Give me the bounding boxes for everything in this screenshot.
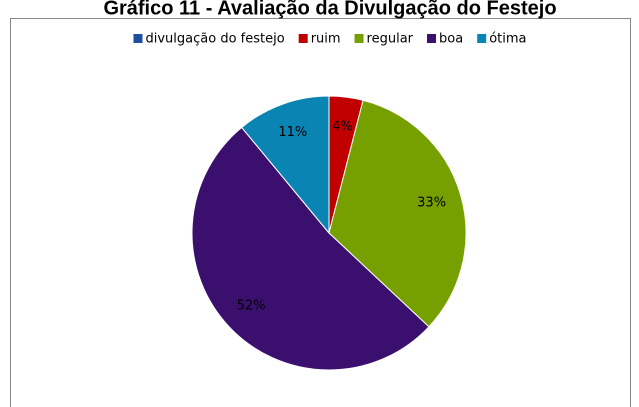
legend-label: regular (367, 32, 414, 47)
pie-slice (328, 99, 467, 328)
pie-slice (191, 126, 430, 371)
data-label: 4% (332, 119, 353, 134)
legend-label: boa (439, 32, 463, 47)
data-label: 11% (278, 125, 307, 140)
legend-swatch (427, 34, 437, 43)
legend-swatch (477, 34, 487, 43)
legend-label: ótima (489, 32, 526, 47)
data-label: 52% (237, 299, 266, 314)
data-label: 33% (417, 196, 446, 211)
legend-label: divulgação do festejo (146, 32, 285, 47)
chart-title: Gráfico 11 - Avaliação da Divulgação do … (103, 0, 556, 19)
legend-swatch (133, 34, 143, 43)
legend-label: ruim (311, 32, 341, 47)
legend-swatch (298, 34, 308, 43)
pie-slice (240, 95, 330, 235)
legend-swatch (354, 34, 364, 43)
